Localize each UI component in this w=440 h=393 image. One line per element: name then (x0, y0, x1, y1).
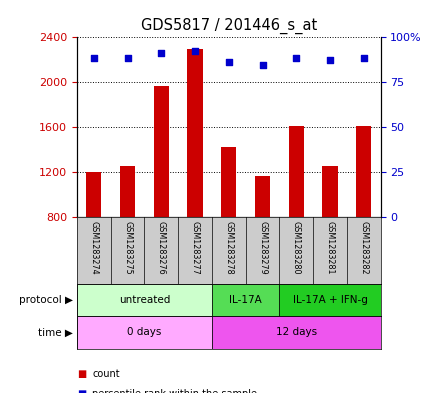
Point (293, 55, 300, 61)
Text: IL-17A + IFN-g: IL-17A + IFN-g (293, 295, 367, 305)
Bar (212, 316, 381, 349)
Text: IL-17A: IL-17A (229, 295, 262, 305)
Text: ■: ■ (77, 389, 86, 393)
Text: GSM1283281: GSM1283281 (326, 220, 334, 274)
Point (259, 62, 266, 69)
Bar (323, 167, 337, 217)
Point (225, 59, 232, 65)
Text: GSM1283276: GSM1283276 (157, 220, 166, 274)
Text: protocol ▶: protocol ▶ (18, 295, 73, 305)
Bar (154, 86, 169, 217)
Text: 12 days: 12 days (276, 327, 317, 338)
Bar (212, 284, 279, 316)
Text: GSM1283275: GSM1283275 (123, 220, 132, 274)
Bar (279, 284, 381, 316)
Bar (221, 147, 236, 217)
Bar (77, 284, 212, 316)
Text: ■: ■ (77, 369, 86, 379)
Text: 0 days: 0 days (127, 327, 161, 338)
Text: GSM1283282: GSM1283282 (359, 220, 368, 274)
Text: GSM1283277: GSM1283277 (191, 220, 200, 274)
Bar (120, 167, 135, 217)
Text: GSM1283279: GSM1283279 (258, 220, 267, 274)
Text: time ▶: time ▶ (38, 327, 73, 338)
Text: GSM1283280: GSM1283280 (292, 220, 301, 274)
Bar (187, 49, 203, 217)
Text: count: count (92, 369, 120, 379)
Bar (77, 316, 212, 349)
Point (158, 50, 165, 56)
Bar (289, 126, 304, 217)
Point (124, 55, 131, 61)
Bar (356, 126, 371, 217)
Point (90, 55, 97, 61)
Text: GSM1283274: GSM1283274 (89, 220, 99, 274)
Bar (255, 176, 270, 217)
Point (326, 57, 334, 63)
Text: untreated: untreated (119, 295, 170, 305)
Text: GSM1283278: GSM1283278 (224, 220, 233, 274)
Point (191, 48, 198, 54)
Title: GDS5817 / 201446_s_at: GDS5817 / 201446_s_at (141, 18, 317, 34)
Point (360, 55, 367, 61)
Text: percentile rank within the sample: percentile rank within the sample (92, 389, 257, 393)
Bar (86, 172, 102, 217)
